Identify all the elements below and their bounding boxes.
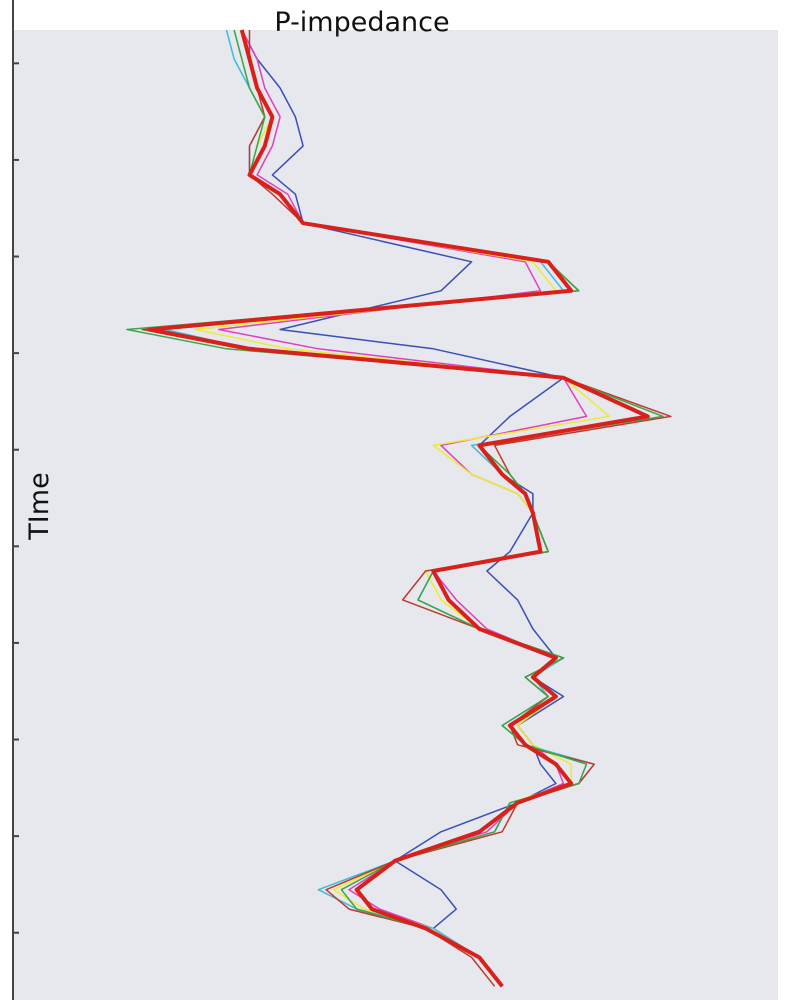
series-lines xyxy=(126,29,672,988)
series-line-red xyxy=(147,29,650,988)
series-line-blue xyxy=(241,29,565,987)
chart-title: P-impedance xyxy=(274,7,449,38)
plot-background xyxy=(12,30,778,1000)
y-axis-label: TIme xyxy=(24,472,55,540)
y-axis-ticks xyxy=(13,62,19,934)
